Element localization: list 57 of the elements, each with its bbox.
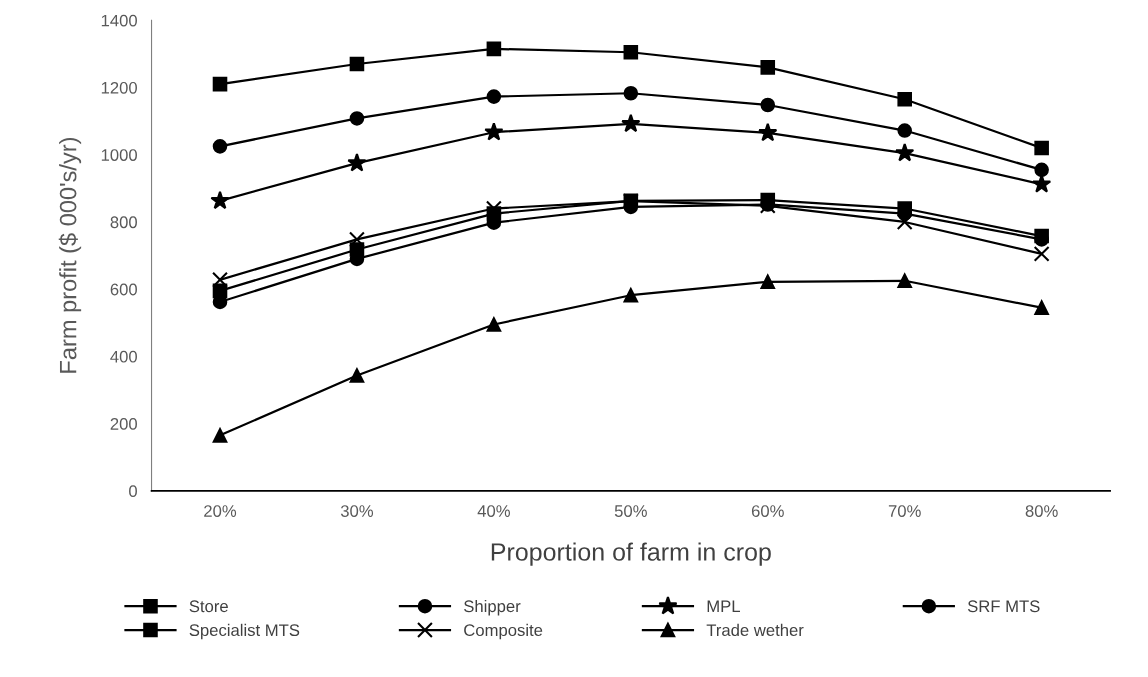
point bbox=[758, 122, 778, 142]
y-tick-label: 0 bbox=[129, 485, 137, 498]
x-tick-label: 70% bbox=[888, 505, 921, 517]
y-axis-title: Farm profit ($ 000's/yr) bbox=[58, 138, 82, 373]
y-tick-label: 1400 bbox=[101, 14, 137, 27]
point bbox=[1034, 162, 1049, 178]
point bbox=[895, 142, 915, 162]
point bbox=[485, 200, 502, 217]
point bbox=[897, 273, 912, 289]
x-tick-label: 80% bbox=[1025, 505, 1058, 517]
legend-label: Composite bbox=[464, 623, 543, 640]
legend-label: Store bbox=[189, 600, 228, 613]
legend-label: Trade wether bbox=[706, 623, 804, 637]
point bbox=[621, 113, 641, 133]
point bbox=[486, 317, 502, 332]
x-tick-label: 60% bbox=[751, 505, 784, 517]
point bbox=[486, 41, 502, 57]
x-tick-label: 30% bbox=[340, 505, 374, 517]
point bbox=[760, 97, 776, 113]
point bbox=[623, 85, 639, 101]
legend-label: Specialist MTS bbox=[189, 623, 300, 640]
x-tick-label: 40% bbox=[477, 505, 510, 517]
point bbox=[484, 122, 504, 141]
legend-label: MPL bbox=[707, 600, 740, 613]
point bbox=[623, 44, 639, 60]
x-tick-label: 50% bbox=[614, 505, 647, 517]
point bbox=[212, 271, 228, 288]
point bbox=[348, 231, 365, 248]
x-axis-title: Proportion of farm in crop bbox=[491, 542, 771, 566]
point bbox=[897, 92, 912, 107]
point bbox=[349, 368, 365, 383]
point bbox=[897, 123, 912, 138]
point bbox=[486, 89, 502, 104]
point bbox=[212, 76, 228, 92]
point bbox=[760, 60, 776, 75]
legend-label: Shipper bbox=[464, 599, 521, 616]
legend-label: SRF MTS bbox=[967, 600, 1040, 613]
x-tick-label: 20% bbox=[204, 505, 237, 517]
y-tick-label: 400 bbox=[110, 350, 137, 363]
y-tick-label: 1200 bbox=[101, 81, 137, 94]
point bbox=[349, 56, 365, 72]
y-tick-label: 200 bbox=[110, 418, 137, 430]
point bbox=[1032, 174, 1052, 193]
point bbox=[760, 274, 776, 290]
point bbox=[896, 213, 913, 230]
point bbox=[212, 428, 228, 443]
point bbox=[1034, 300, 1049, 315]
point bbox=[349, 111, 365, 126]
point bbox=[212, 139, 228, 154]
y-tick-label: 600 bbox=[110, 283, 137, 296]
y-tick-label: 1000 bbox=[101, 149, 137, 161]
point bbox=[1034, 140, 1049, 156]
y-tick-label: 800 bbox=[110, 216, 137, 229]
point bbox=[210, 190, 230, 210]
point bbox=[347, 153, 367, 172]
point bbox=[623, 287, 639, 303]
point bbox=[1033, 245, 1050, 262]
